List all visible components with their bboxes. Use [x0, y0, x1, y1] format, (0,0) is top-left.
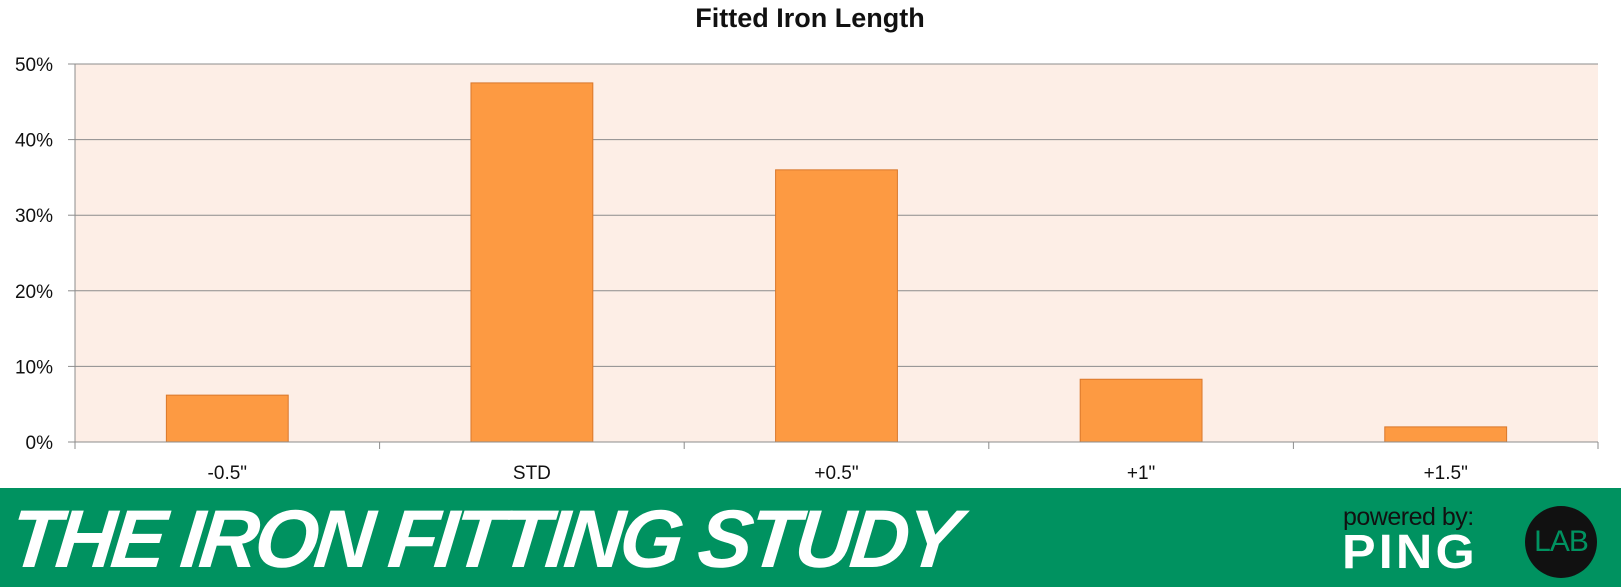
ping-logo: PING — [1342, 526, 1478, 579]
study-title: THE IRON FITTING STUDY — [5, 494, 962, 585]
axes — [68, 63, 1599, 449]
chart-area: Fitted Iron Length 0% 10% 20% 30% 40% 50% -0.… — [15, 3, 1599, 484]
x-tick-label-3: +1" — [1127, 463, 1155, 484]
x-tick-labels: -0.5" STD +0.5" +1" +1.5" — [208, 463, 1468, 484]
lab-badge-text: LAB — [1534, 525, 1589, 558]
y-tick-label-10: 10% — [15, 357, 53, 378]
bar-1 — [470, 82, 594, 443]
bar-3 — [1079, 378, 1203, 443]
y-tick-label-30: 30% — [15, 206, 53, 227]
y-tick-label-20: 20% — [15, 282, 53, 303]
x-tick-label-4: +1.5" — [1424, 463, 1468, 484]
chart-title: Fitted Iron Length — [695, 3, 924, 33]
powered-by-label: powered by: — [1343, 503, 1474, 531]
study-banner: THE IRON FITTING STUDY powered by: PING … — [0, 488, 1621, 587]
bar-2 — [775, 169, 898, 443]
bars — [165, 82, 1508, 443]
y-tick-label-0: 0% — [26, 433, 54, 454]
x-tick-label-0: -0.5" — [208, 463, 247, 484]
y-tick-label-50: 50% — [15, 55, 53, 76]
y-tick-label-40: 40% — [15, 131, 53, 152]
x-tick-label-1: STD — [513, 463, 551, 484]
y-tick-labels: 0% 10% 20% 30% 40% 50% — [15, 55, 53, 454]
lab-badge: LAB — [1525, 506, 1597, 578]
x-tick-label-2: +0.5" — [814, 463, 858, 484]
bar-0 — [165, 394, 289, 443]
bar-4 — [1384, 426, 1508, 443]
bar-chart: Fitted Iron Length 0% 10% 20% 30% 40% 50% -0.… — [15, 3, 1599, 484]
